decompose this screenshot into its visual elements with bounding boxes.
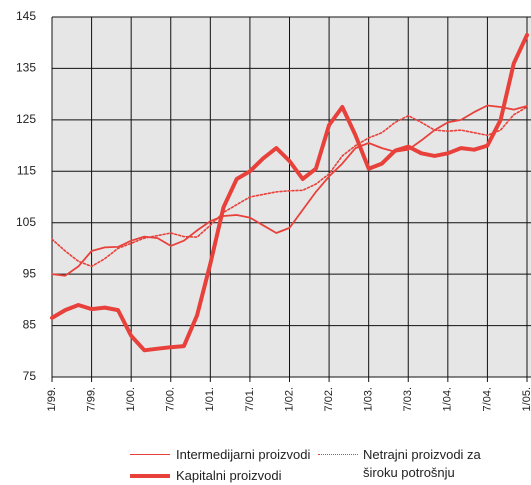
series-line bbox=[51, 106, 528, 268]
x-tick-label: 1/01. bbox=[204, 387, 216, 411]
x-tick-label: 7/04. bbox=[481, 387, 493, 411]
legend-label: Intermedijarni proizvodi bbox=[176, 447, 311, 462]
x-tick-label: 7/00. bbox=[165, 387, 177, 411]
legend-label: Kapitalni proizvodi bbox=[176, 468, 282, 483]
x-tick-label: 1/02. bbox=[283, 387, 295, 411]
x-tick-label: 1/05. bbox=[521, 387, 531, 411]
x-tick-label: 1/00. bbox=[125, 387, 137, 411]
y-tick-label: 85 bbox=[23, 318, 37, 332]
x-tick-label: 1/03. bbox=[363, 387, 375, 411]
series-line bbox=[50, 33, 529, 353]
legend-swatch bbox=[130, 474, 170, 478]
series-line bbox=[51, 104, 528, 277]
plot-area bbox=[52, 17, 531, 377]
x-tick-label: 1/04. bbox=[442, 387, 454, 411]
legend-swatch bbox=[318, 454, 358, 456]
y-tick-label: 105 bbox=[16, 215, 36, 229]
x-tick-label: 7/03. bbox=[402, 387, 414, 411]
x-tick-label: 7/02. bbox=[323, 387, 335, 411]
x-tick-label: 7/99. bbox=[85, 387, 97, 411]
legend-label: Netrajni proizvodi za široku potrošnju bbox=[363, 447, 481, 480]
legend-swatch bbox=[130, 454, 170, 456]
x-tick-label: 1/99. bbox=[46, 387, 58, 411]
y-tick-label: 75 bbox=[23, 369, 37, 383]
y-tick-label: 95 bbox=[23, 266, 37, 280]
y-tick-label: 145 bbox=[16, 9, 36, 23]
x-tick-label: 7/01. bbox=[244, 387, 256, 411]
y-tick-label: 125 bbox=[16, 112, 36, 126]
y-tick-label: 115 bbox=[17, 163, 36, 177]
y-tick-label: 135 bbox=[16, 61, 36, 75]
